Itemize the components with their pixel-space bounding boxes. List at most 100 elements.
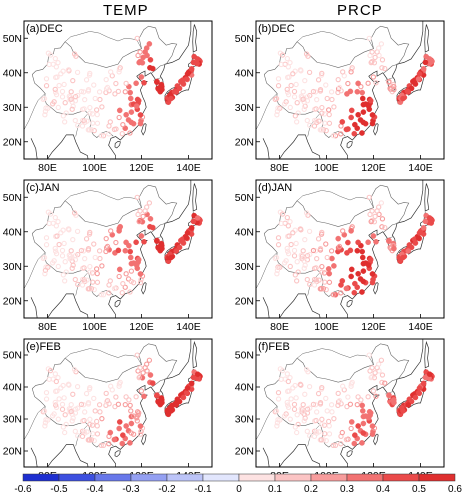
station-dot <box>319 384 325 391</box>
station-dot <box>304 93 311 100</box>
station-dot <box>386 78 392 85</box>
station-dot <box>159 399 165 406</box>
station-dot <box>75 281 81 288</box>
station-dot <box>365 262 372 268</box>
station-dot <box>371 60 378 66</box>
station-dot <box>335 235 342 242</box>
station-dot <box>351 440 358 447</box>
station-dot <box>53 223 60 229</box>
station-dot <box>81 277 87 283</box>
colorbar-label: 0.1 <box>268 484 282 495</box>
map-panel-e: (e)FEB50N40N30N20N80E100E120E140E <box>3 338 213 482</box>
station-dot <box>68 255 74 261</box>
station-dot <box>294 412 300 418</box>
colorbar-label: 0.2 <box>304 484 318 495</box>
station-dot <box>302 77 308 84</box>
station-dot <box>63 421 69 428</box>
station-dot <box>113 239 119 246</box>
station-dot <box>42 271 48 277</box>
station-dot <box>81 417 87 424</box>
station-dot <box>46 220 52 227</box>
station-dot <box>116 273 122 280</box>
station-dot <box>347 88 354 95</box>
station-dot <box>371 219 378 225</box>
sakhalin-outline <box>192 24 198 53</box>
station-dot <box>323 82 329 88</box>
station-dot <box>87 70 93 77</box>
station-dot <box>72 117 78 124</box>
station-dot <box>59 94 66 100</box>
station-dot <box>94 266 100 272</box>
station-dot <box>378 357 385 363</box>
station-dot <box>140 54 146 61</box>
station-dot <box>348 69 354 75</box>
indochina-border <box>75 425 88 447</box>
station-dot <box>275 389 282 396</box>
station-dot <box>326 431 333 437</box>
station-dot <box>365 80 371 86</box>
station-dot <box>61 395 67 401</box>
station-dot <box>400 95 406 102</box>
station-dot <box>87 263 93 270</box>
station-dot <box>330 292 336 298</box>
station-dot <box>359 248 366 255</box>
station-dot <box>287 104 293 111</box>
station-dot <box>315 77 322 83</box>
station-dot <box>301 265 307 271</box>
station-dot <box>294 278 300 284</box>
station-dot <box>373 393 379 399</box>
lon-tick-label: 120E <box>129 321 154 333</box>
station-dot <box>127 130 133 136</box>
coastline <box>262 21 424 159</box>
station-dot <box>115 401 122 407</box>
station-dot <box>111 126 118 133</box>
station-dot <box>322 120 328 126</box>
station-dot <box>355 394 361 400</box>
station-dot <box>55 263 61 270</box>
station-dot <box>87 229 93 236</box>
station-dot <box>292 113 298 119</box>
station-dot <box>285 378 292 385</box>
title-temp: TEMP <box>103 2 149 19</box>
station-dot <box>343 285 350 292</box>
station-dot <box>300 96 306 102</box>
station-dot <box>119 290 125 296</box>
station-dot <box>94 423 100 429</box>
station-dot <box>138 388 145 394</box>
station-dot <box>134 194 140 201</box>
china-north-border <box>32 343 178 389</box>
station-dot <box>319 269 325 275</box>
station-dot <box>123 239 129 246</box>
station-dot <box>56 396 62 402</box>
taiwan-outline <box>141 281 147 295</box>
colorbar-label: -0.2 <box>158 484 176 495</box>
station-dot <box>85 86 92 93</box>
station-dot <box>107 278 113 284</box>
station-dot <box>74 228 81 234</box>
panel-label: (d)JAN <box>258 182 292 194</box>
station-dot <box>278 220 284 227</box>
mongolia-border <box>296 190 374 208</box>
station-dot <box>113 80 119 87</box>
station-dot <box>89 422 96 428</box>
station-dot <box>339 429 345 436</box>
station-dot <box>180 81 187 87</box>
station-dot <box>335 390 341 397</box>
panel-label: (c)JAN <box>26 182 60 194</box>
station-dot <box>91 241 97 247</box>
station-dot <box>292 272 298 278</box>
china-north-border <box>264 184 410 234</box>
station-dot <box>314 97 320 103</box>
station-dot <box>53 251 60 257</box>
station-dot <box>326 111 332 118</box>
station-dot <box>53 64 60 70</box>
station-dot <box>330 442 336 448</box>
station-dot <box>43 264 49 270</box>
station-dot <box>306 69 313 75</box>
india-border <box>24 93 46 130</box>
station-dot <box>176 85 183 92</box>
station-dot <box>90 120 96 126</box>
station-dot <box>104 243 111 250</box>
lat-tick-label: 50N <box>3 350 22 362</box>
station-dot <box>140 370 146 376</box>
